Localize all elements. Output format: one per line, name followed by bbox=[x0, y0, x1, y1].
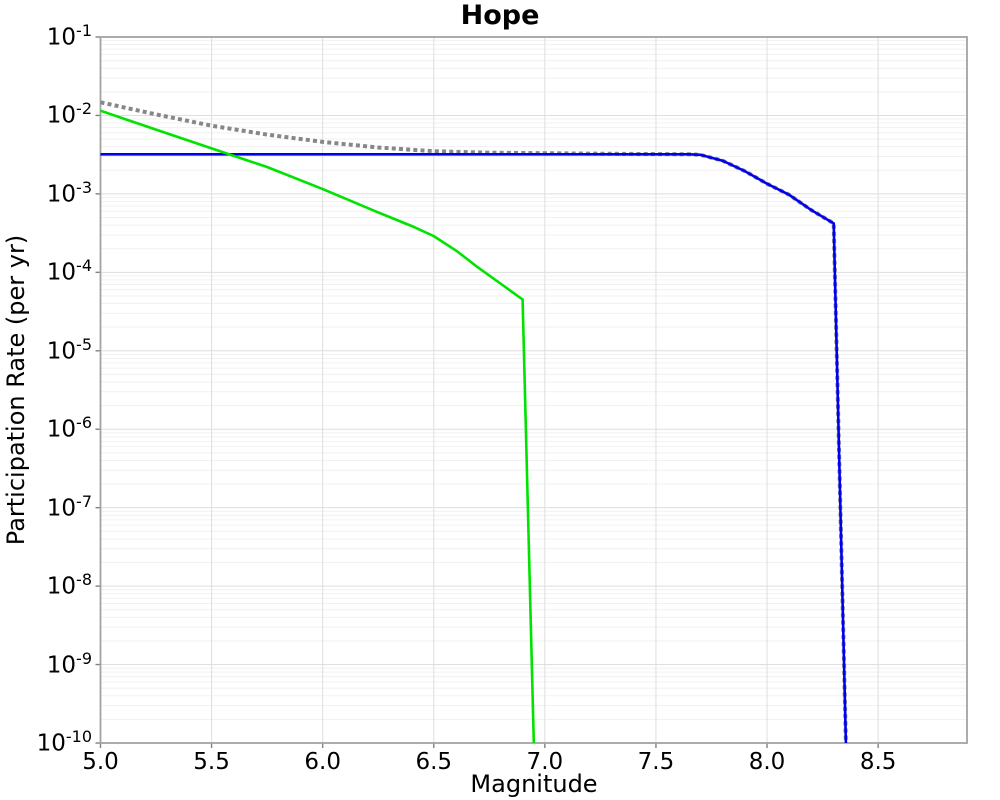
x-tick-label: 7.0 bbox=[526, 749, 564, 775]
chart-title: Hope bbox=[460, 0, 540, 31]
y-tick-label: 10-5 bbox=[46, 334, 92, 365]
x-tick-label: 6.0 bbox=[304, 749, 341, 775]
x-axis-title: Magnitude bbox=[470, 770, 598, 798]
y-tick-label: 10-1 bbox=[46, 20, 92, 51]
x-tick-label: 8.5 bbox=[859, 749, 897, 775]
series-gray-dotted bbox=[100, 100, 848, 744]
y-axis-title: Participation Rate (per yr) bbox=[2, 234, 30, 546]
x-tick-label: 8.0 bbox=[748, 749, 786, 775]
y-tick-label: 10-10 bbox=[36, 726, 92, 757]
y-tick-label: 10-7 bbox=[46, 491, 92, 522]
y-tick-label: 10-6 bbox=[46, 413, 92, 443]
x-tick-label: 6.5 bbox=[415, 749, 453, 775]
x-tick-label: 5.5 bbox=[193, 749, 230, 775]
series-green-solid bbox=[100, 109, 536, 744]
series-blue-solid bbox=[100, 153, 848, 744]
y-tick-label: 10-3 bbox=[46, 177, 92, 208]
x-tick-label: 7.5 bbox=[637, 749, 675, 775]
y-tick-label: 10-8 bbox=[46, 570, 92, 600]
y-tick-label: 10-2 bbox=[46, 99, 92, 130]
y-tick-label: 10-9 bbox=[46, 648, 92, 679]
x-tick-label: 5.0 bbox=[82, 749, 119, 775]
y-tick-label: 10-4 bbox=[46, 256, 92, 286]
